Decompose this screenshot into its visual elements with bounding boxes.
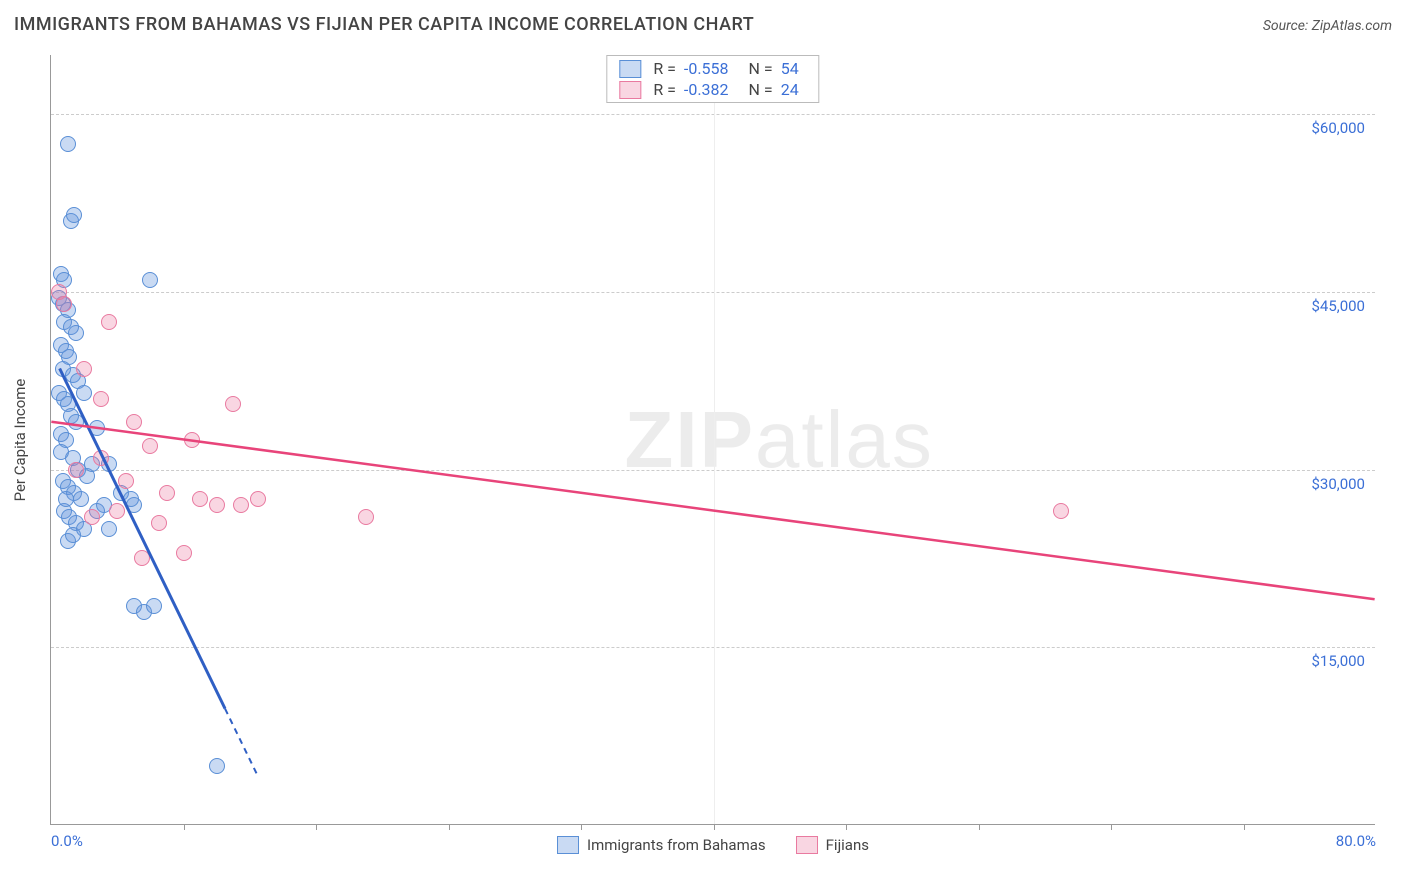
source-label: Source: ZipAtlas.com (1263, 18, 1392, 34)
watermark: ZIPatlas (624, 394, 933, 486)
scatter-point (192, 491, 208, 507)
scatter-point (89, 420, 105, 436)
scatter-point (146, 598, 162, 614)
legend-swatch (619, 81, 641, 99)
plot-area: ZIPatlas R =-0.558N =54R =-0.382N =24 Im… (50, 55, 1375, 825)
scatter-point (58, 491, 74, 507)
scatter-point (151, 515, 167, 531)
scatter-point (76, 361, 92, 377)
scatter-point (233, 497, 249, 513)
scatter-point (225, 396, 241, 412)
x-axis-max-label: 80.0% (1336, 832, 1376, 850)
scatter-point (76, 385, 92, 401)
x-tick-mark (581, 824, 582, 830)
r-value: -0.382 (684, 80, 729, 99)
r-label: R = (653, 59, 676, 78)
title-bar: IMMIGRANTS FROM BAHAMAS VS FIJIAN PER CA… (14, 14, 1392, 35)
scatter-point (134, 550, 150, 566)
correlation-legend: R = -0.558 N = 54 R = -0.382 N = 24 (606, 55, 819, 103)
x-tick-mark (1111, 824, 1112, 830)
y-tick-label: $60,000 (1285, 119, 1365, 137)
legend-swatch (557, 836, 579, 854)
scatter-point (65, 527, 81, 543)
scatter-point (123, 491, 139, 507)
scatter-point (250, 491, 266, 507)
r-value: -0.558 (684, 59, 729, 78)
legend-item: Immigrants from Bahamas (557, 836, 766, 854)
legend-label: Immigrants from Bahamas (587, 836, 766, 854)
chart-title: IMMIGRANTS FROM BAHAMAS VS FIJIAN PER CA… (14, 14, 754, 35)
x-tick-mark (714, 824, 715, 830)
scatter-point (176, 545, 192, 561)
grid-line-v (714, 55, 715, 824)
scatter-point (68, 462, 84, 478)
scatter-point (68, 325, 84, 341)
scatter-point (101, 521, 117, 537)
series-legend: Immigrants from Bahamas Fijians (557, 836, 869, 854)
legend-label: Fijians (826, 836, 869, 854)
scatter-point (1053, 503, 1069, 519)
y-tick-label: $15,000 (1285, 652, 1365, 670)
scatter-point (93, 450, 109, 466)
scatter-point (60, 136, 76, 152)
scatter-point (73, 491, 89, 507)
scatter-point (126, 414, 142, 430)
x-tick-mark (1244, 824, 1245, 830)
scatter-point (101, 314, 117, 330)
x-tick-mark (184, 824, 185, 830)
scatter-point (66, 207, 82, 223)
scatter-point (93, 391, 109, 407)
legend-row: R = -0.558 N = 54 (619, 58, 806, 79)
scatter-point (118, 473, 134, 489)
x-tick-mark (846, 824, 847, 830)
n-value: 24 (781, 80, 799, 99)
scatter-point (142, 272, 158, 288)
scatter-point (56, 296, 72, 312)
legend-swatch (619, 60, 641, 78)
scatter-point (142, 438, 158, 454)
scatter-point (184, 432, 200, 448)
scatter-point (84, 509, 100, 525)
n-label: N = (749, 59, 773, 78)
scatter-point (358, 509, 374, 525)
x-tick-mark (316, 824, 317, 830)
scatter-point (109, 503, 125, 519)
y-axis-title: Per Capita Income (11, 379, 29, 502)
y-tick-label: $30,000 (1285, 475, 1365, 493)
x-tick-mark (449, 824, 450, 830)
x-axis-min-label: 0.0% (51, 832, 83, 850)
legend-swatch (796, 836, 818, 854)
legend-row: R = -0.382 N = 24 (619, 79, 806, 100)
legend-item: Fijians (796, 836, 869, 854)
r-label: R = (653, 80, 676, 99)
scatter-point (68, 414, 84, 430)
y-tick-label: $45,000 (1285, 297, 1365, 315)
x-tick-mark (979, 824, 980, 830)
scatter-point (53, 444, 69, 460)
n-value: 54 (781, 59, 799, 78)
scatter-point (209, 497, 225, 513)
scatter-point (209, 758, 225, 774)
scatter-point (159, 485, 175, 501)
n-label: N = (749, 80, 773, 99)
